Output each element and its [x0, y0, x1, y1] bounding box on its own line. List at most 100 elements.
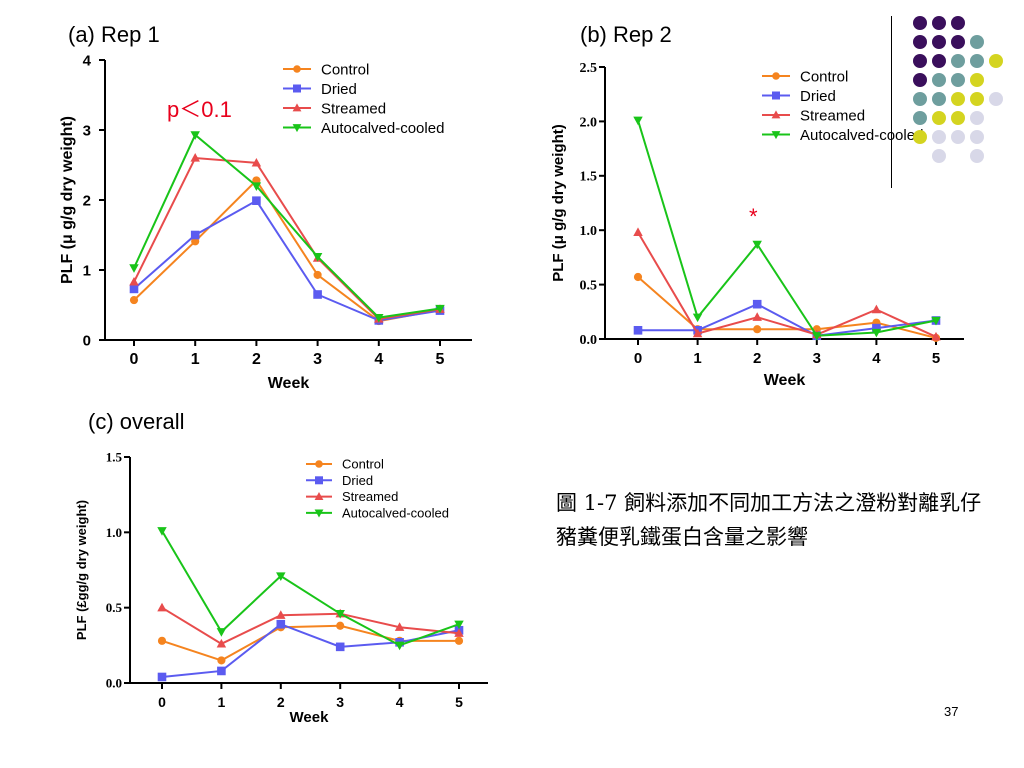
panel-a-title: (a) Rep 1: [68, 22, 160, 47]
panel-c-title: (c) overall: [88, 409, 185, 434]
data-point-control: [633, 272, 643, 282]
data-point-streamed: [454, 628, 464, 637]
x-tick-label: 2: [277, 694, 285, 710]
legend-label-control: Control: [800, 68, 848, 85]
decorative-dot: [932, 149, 946, 163]
legend-marker-autocalved-cooled: [314, 509, 324, 518]
decorative-dot: [970, 73, 984, 87]
x-tick-label: 5: [436, 351, 445, 368]
decorative-dot: [932, 54, 946, 68]
decorative-dot: [951, 16, 965, 30]
y-tick-label: 2.5: [580, 61, 598, 76]
y-tick-label: 2: [83, 192, 91, 209]
data-point-autocalved-cooled: [190, 131, 200, 140]
data-point-autocalved-cooled: [276, 572, 286, 581]
x-tick-label: 3: [813, 350, 821, 367]
data-point-streamed: [394, 622, 405, 631]
series-line-streamed: [133, 156, 441, 321]
data-point-autocalved-cooled: [752, 240, 762, 250]
legend-label-autocalved-cooled: Autocalved-cooled: [342, 505, 449, 520]
decorative-dot: [951, 35, 965, 49]
legend-label-streamed: Streamed: [342, 489, 398, 504]
data-point-dried: [872, 323, 881, 333]
decorative-dot: [970, 92, 984, 106]
decorative-divider-line: [891, 16, 892, 188]
data-point-autocalved-cooled: [251, 182, 262, 191]
decorative-dot: [970, 54, 984, 68]
decorative-dot: [989, 54, 1003, 68]
decorative-dot: [913, 111, 927, 125]
x-tick-label: 4: [396, 694, 404, 710]
legend-label-dried: Dried: [342, 473, 373, 488]
data-point-autocalved-cooled: [216, 628, 227, 637]
data-point-control: [129, 296, 139, 305]
y-tick-label: 0.5: [580, 279, 598, 294]
decorative-dot-grid: [913, 16, 1003, 163]
y-tick-label: 1: [83, 262, 91, 279]
data-point-streamed: [752, 312, 762, 321]
legend-label-autocalved-cooled: Autocalved-cooled: [321, 120, 444, 137]
data-point-dried: [217, 666, 226, 676]
series-line-autocalved-cooled: [133, 133, 441, 319]
decorative-dot: [913, 16, 927, 30]
data-point-streamed: [871, 304, 882, 314]
x-tick-label: 5: [455, 694, 463, 710]
data-point-dried: [129, 284, 139, 294]
x-tick-label: 0: [634, 350, 642, 367]
legend-marker-dried: [772, 91, 780, 100]
panel-a-significance-note: p＜0.1: [167, 97, 232, 122]
decorative-dot: [970, 149, 984, 163]
data-point-control: [454, 636, 464, 645]
decorative-dot: [951, 111, 965, 125]
data-point-autocalved-cooled: [931, 316, 941, 326]
data-point-autocalved-cooled: [692, 313, 703, 323]
data-point-autocalved-cooled: [312, 253, 323, 262]
y-tick-label: 2.0: [580, 115, 598, 130]
x-tick-label: 2: [252, 351, 261, 368]
y-axis-title: PLF (£gg/g dry weight): [74, 500, 89, 640]
y-tick-label: 0.0: [580, 333, 598, 348]
y-tick-label: 1.5: [106, 450, 123, 465]
x-tick-label: 0: [158, 694, 166, 710]
series-line-control: [161, 624, 459, 662]
series-line-control: [637, 276, 937, 339]
y-tick-label: 3: [83, 122, 91, 139]
legend-marker-dried: [293, 84, 301, 93]
data-point-autocalved-cooled: [335, 610, 345, 619]
data-point-autocalved-cooled: [454, 620, 464, 630]
data-point-autocalved-cooled: [374, 313, 384, 323]
x-tick-label: 3: [336, 694, 344, 710]
panel-b-significance-star: *: [749, 204, 758, 229]
decorative-dot: [951, 130, 965, 144]
data-point-autocalved-cooled: [157, 527, 167, 536]
data-point-dried: [276, 619, 286, 629]
y-tick-label: 0.5: [106, 600, 123, 615]
series-line-dried: [161, 623, 460, 678]
series-line-streamed: [161, 606, 460, 645]
y-tick-label: 1.0: [580, 224, 598, 239]
data-point-dried: [313, 290, 322, 299]
legend-label-dried: Dried: [800, 88, 836, 105]
data-point-streamed: [190, 153, 200, 162]
decorative-dot: [932, 16, 946, 30]
x-tick-label: 1: [191, 351, 200, 368]
decorative-dot: [913, 73, 927, 87]
data-point-streamed: [251, 157, 262, 167]
decorative-dot: [951, 92, 965, 106]
series-line-autocalved-cooled: [161, 530, 460, 647]
legend-marker-streamed: [314, 492, 324, 500]
legend-label-control: Control: [342, 457, 384, 472]
figure-caption: 圖 1-7 飼料添加不同加工方法之澄粉對離乳仔豬糞便乳鐵蛋白含量之影響: [556, 491, 982, 549]
x-tick-label: 4: [872, 350, 881, 367]
legend-label-streamed: Streamed: [800, 107, 865, 124]
decorative-dot: [970, 35, 984, 49]
data-point-autocalved-cooled: [871, 328, 882, 338]
data-point-dried: [252, 196, 261, 205]
y-axis-title: PLF (μ g/g dry weight): [550, 124, 567, 282]
y-tick-label: 1.0: [106, 525, 122, 540]
y-axis-title: PLF (μ g/g dry weight): [59, 116, 76, 284]
data-point-streamed: [216, 638, 227, 648]
legend-marker-control: [772, 72, 780, 80]
